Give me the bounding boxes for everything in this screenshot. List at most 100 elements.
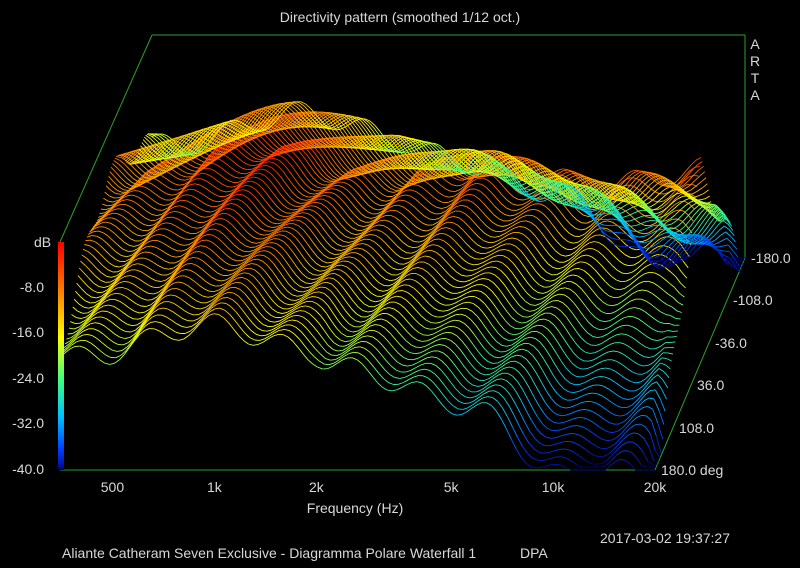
waterfall-segment	[582, 393, 588, 397]
waterfall-segment	[156, 223, 162, 228]
waterfall-segment	[576, 219, 583, 224]
waterfall-segment	[406, 272, 412, 277]
waterfall-segment	[551, 306, 557, 309]
waterfall-segment	[183, 166, 190, 170]
waterfall-segment	[329, 219, 336, 227]
waterfall-segment	[116, 219, 122, 224]
waterfall-segment	[429, 294, 436, 301]
waterfall-segment	[105, 294, 112, 299]
waterfall-segment	[431, 356, 438, 359]
waterfall-segment	[600, 340, 607, 345]
waterfall-segment	[492, 362, 498, 364]
waterfall-segment	[180, 298, 186, 303]
waterfall-segment	[521, 286, 528, 294]
waterfall-segment	[165, 294, 171, 297]
waterfall-segment	[658, 285, 664, 291]
waterfall-segment	[306, 149, 313, 156]
waterfall-segment	[463, 284, 469, 288]
waterfall-segment	[175, 295, 181, 299]
waterfall-segment	[145, 217, 151, 221]
waterfall-segment	[552, 456, 558, 459]
waterfall-segment	[295, 306, 301, 310]
waterfall-segment	[411, 250, 417, 254]
waterfall-segment	[155, 280, 161, 282]
waterfall-segment	[256, 216, 263, 223]
waterfall-segment	[292, 152, 299, 159]
waterfall-segment	[604, 376, 610, 380]
waterfall-segment	[222, 297, 228, 299]
waterfall-segment	[662, 330, 669, 333]
waterfall-segment	[262, 157, 268, 159]
waterfall-segment	[494, 274, 500, 280]
waterfall-segment	[569, 440, 575, 444]
waterfall-segment	[580, 241, 586, 248]
waterfall-segment	[600, 234, 606, 238]
waterfall-segment	[344, 247, 350, 252]
waterfall-segment	[478, 236, 484, 242]
waterfall-segment	[624, 284, 631, 289]
waterfall-segment	[399, 176, 406, 182]
waterfall-segment	[406, 217, 413, 224]
waterfall-segment	[473, 396, 480, 402]
waterfall-segment	[522, 276, 529, 284]
waterfall-segment	[121, 266, 127, 273]
waterfall-segment	[498, 237, 504, 241]
waterfall-segment	[90, 316, 97, 321]
waterfall-segment	[346, 266, 353, 272]
waterfall-segment	[652, 409, 659, 423]
waterfall-segment	[91, 235, 97, 237]
waterfall-segment	[393, 308, 400, 313]
waterfall-segment	[659, 321, 665, 325]
waterfall-segment	[455, 188, 461, 192]
waterfall-segment	[167, 283, 174, 288]
waterfall-segment	[121, 222, 127, 228]
waterfall-segment	[390, 183, 397, 188]
waterfall-segment	[395, 217, 401, 222]
waterfall-segment	[527, 398, 533, 409]
waterfall-segment	[616, 432, 623, 438]
waterfall-segment	[421, 241, 427, 248]
waterfall-segment	[606, 228, 612, 232]
waterfall-segment	[368, 172, 375, 179]
waterfall-segment	[636, 209, 642, 215]
waterfall-segment	[80, 296, 86, 302]
waterfall-segment	[602, 220, 608, 223]
waterfall-segment	[204, 229, 210, 233]
waterfall-segment	[492, 282, 499, 289]
waterfall-segment	[99, 323, 106, 327]
waterfall-segment	[457, 369, 464, 377]
waterfall-segment	[351, 240, 358, 245]
waterfall-segment	[344, 256, 350, 259]
waterfall-segment	[267, 242, 273, 244]
waterfall-segment	[454, 300, 460, 304]
waterfall-segment	[83, 306, 89, 309]
waterfall-segment	[192, 172, 198, 175]
waterfall-segment	[626, 367, 633, 372]
waterfall-segment	[517, 436, 523, 447]
waterfall-segment	[366, 229, 373, 233]
waterfall-segment	[266, 165, 273, 169]
waterfall-segment	[549, 209, 555, 217]
waterfall-segment	[655, 362, 661, 369]
waterfall-segment	[389, 197, 396, 204]
waterfall-segment	[519, 363, 526, 369]
waterfall-segment	[378, 300, 385, 305]
waterfall-segment	[601, 265, 607, 272]
waterfall-segment	[373, 304, 380, 308]
waterfall-segment	[133, 217, 140, 222]
waterfall-segment	[160, 167, 166, 172]
waterfall-segment	[170, 274, 176, 282]
waterfall-segment	[490, 248, 497, 252]
waterfall-segment	[129, 253, 136, 260]
waterfall-segment	[547, 328, 553, 335]
waterfall-segment	[67, 333, 73, 335]
waterfall-segment	[634, 350, 640, 355]
waterfall-segment	[285, 191, 291, 198]
waterfall-segment	[565, 218, 572, 225]
waterfall-segment	[188, 330, 195, 336]
waterfall-segment	[281, 210, 287, 214]
waterfall-segment	[493, 176, 500, 182]
waterfall-segment	[248, 256, 255, 261]
waterfall-segment	[510, 243, 516, 247]
waterfall-segment	[182, 258, 189, 264]
